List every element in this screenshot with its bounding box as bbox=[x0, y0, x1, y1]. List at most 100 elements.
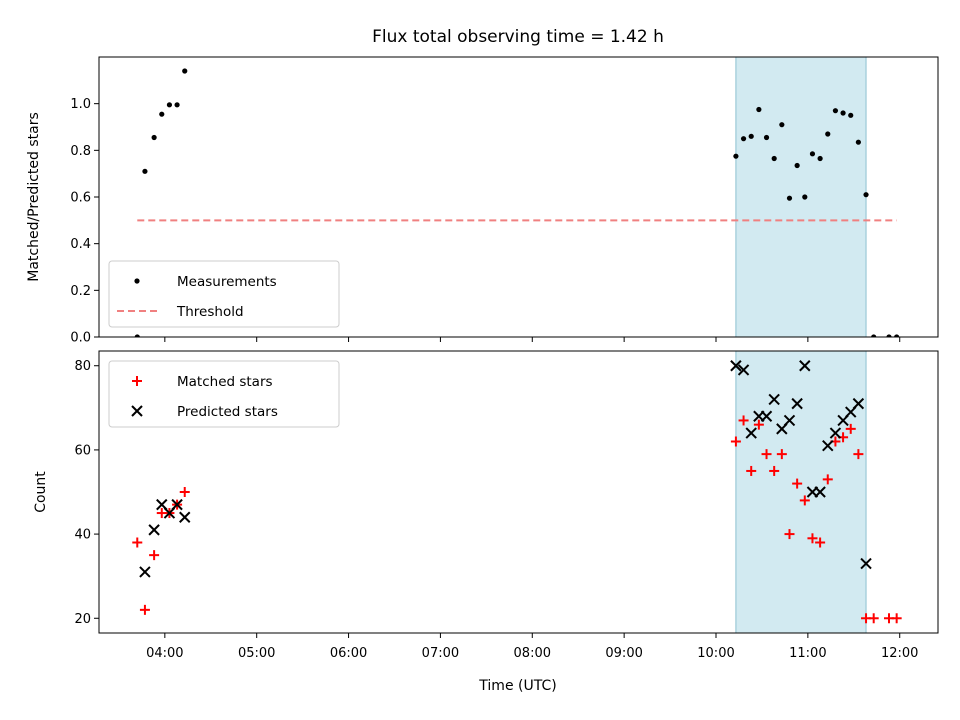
measurement-point bbox=[855, 139, 861, 145]
predicted-star-point bbox=[783, 414, 796, 427]
matched-star-point bbox=[753, 419, 764, 430]
measurement-point bbox=[817, 155, 823, 162]
predicted-star-point bbox=[829, 427, 842, 439]
predicted-star-point bbox=[814, 486, 826, 498]
x-tick-label: 09:00 bbox=[605, 646, 642, 661]
measurement-point bbox=[748, 133, 754, 139]
matched-star-point bbox=[769, 465, 780, 476]
measurement-point bbox=[832, 108, 839, 114]
measurement-point bbox=[142, 168, 148, 174]
matched-star-point bbox=[149, 550, 160, 561]
measurement-point bbox=[809, 151, 816, 157]
y-tick-label: 0.6 bbox=[70, 191, 91, 206]
matched-star-point bbox=[868, 613, 879, 624]
measurement-point bbox=[763, 134, 770, 141]
matched-star-point bbox=[815, 537, 826, 548]
legend: Measurements Threshold bbox=[108, 260, 340, 328]
ratio-panel: 0.0 0.2 0.4 0.6 0.8 1.0 Measurements Threshold bbox=[70, 56, 939, 346]
measurement-point bbox=[771, 155, 777, 162]
measurement-point bbox=[794, 162, 800, 169]
axes-frame bbox=[98, 350, 939, 634]
legend-label: Matched stars bbox=[177, 374, 273, 390]
x-tick-label: 06:00 bbox=[330, 646, 367, 661]
predicted-star-point bbox=[148, 524, 160, 536]
legend: Matched stars Predicted stars bbox=[108, 360, 340, 428]
x-tick-label: 08:00 bbox=[514, 646, 551, 661]
legend-label: Threshold bbox=[176, 304, 244, 320]
measurement-point bbox=[825, 131, 831, 137]
matched-star-point bbox=[139, 604, 150, 615]
matched-star-point bbox=[853, 449, 864, 460]
predicted-star-point bbox=[852, 397, 865, 410]
measurement-point bbox=[166, 102, 173, 108]
x-tick-label: 11:00 bbox=[789, 646, 826, 661]
figure-title: Flux total observing time = 1.42 h bbox=[372, 27, 664, 47]
measurement-point bbox=[756, 106, 762, 113]
measurement-point bbox=[151, 134, 157, 141]
x-axis-label: Time (UTC) bbox=[478, 678, 556, 694]
observing-window-span bbox=[735, 56, 867, 338]
measurement-point bbox=[802, 194, 808, 200]
legend-handle bbox=[131, 405, 143, 417]
matched-star-point bbox=[730, 436, 741, 447]
y-tick-label: 0.2 bbox=[70, 284, 91, 299]
predicted-star-point bbox=[822, 439, 834, 452]
top-y-axis-label: Matched/Predicted stars bbox=[26, 112, 42, 282]
measurement-point bbox=[894, 334, 900, 337]
predicted-star-point bbox=[171, 498, 183, 511]
predicted-star-point bbox=[791, 397, 803, 410]
x-tick-label: 12:00 bbox=[881, 646, 918, 661]
y-tick-label: 60 bbox=[74, 443, 91, 458]
predicted-star-point bbox=[768, 393, 780, 406]
measurement-point bbox=[848, 112, 854, 118]
x-tick-label: 10:00 bbox=[697, 646, 734, 661]
legend-handle bbox=[134, 278, 140, 284]
observing-window-span bbox=[735, 350, 867, 634]
legend-label: Measurements bbox=[177, 274, 277, 290]
predicted-star-point bbox=[730, 360, 742, 372]
matched-star-point bbox=[784, 529, 795, 540]
matched-star-point bbox=[807, 533, 818, 544]
legend-label: Predicted stars bbox=[177, 404, 278, 420]
matched-star-point bbox=[179, 487, 190, 497]
matched-star-point bbox=[761, 449, 772, 460]
matched-star-point bbox=[891, 613, 902, 624]
x-tick-label: 04:00 bbox=[146, 646, 183, 661]
count-panel: 20 40 60 80 04:00 05:00 06:00 07:00 08:00 09:00 10… bbox=[74, 350, 939, 661]
measurement-point bbox=[840, 110, 846, 116]
measurement-point bbox=[740, 136, 747, 142]
measurement-point bbox=[182, 68, 188, 74]
predicted-star-point bbox=[139, 566, 151, 578]
y-tick-label: 20 bbox=[74, 612, 91, 627]
y-tick-label: 40 bbox=[74, 528, 91, 543]
measurement-point bbox=[174, 102, 180, 108]
measurement-point bbox=[871, 334, 877, 337]
y-tick-label: 80 bbox=[74, 359, 91, 374]
bottom-y-axis-label: Count bbox=[33, 471, 49, 513]
measurement-point bbox=[134, 334, 140, 337]
y-tick-label: 1.0 bbox=[70, 97, 91, 112]
measurement-point bbox=[779, 122, 785, 128]
predicted-star-point bbox=[799, 360, 811, 372]
measurement-point bbox=[863, 192, 869, 198]
predicted-star-point bbox=[860, 557, 872, 570]
matched-star-point bbox=[132, 537, 143, 548]
x-tick-label: 07:00 bbox=[422, 646, 459, 661]
matched-star-point bbox=[746, 465, 757, 476]
x-tick-label: 05:00 bbox=[238, 646, 275, 661]
matched-star-point bbox=[738, 415, 749, 426]
measurement-point bbox=[786, 195, 793, 201]
predicted-star-point bbox=[760, 410, 773, 422]
predicted-star-point bbox=[179, 511, 191, 523]
predicted-star-point bbox=[745, 427, 757, 439]
matched-star-point bbox=[792, 478, 803, 489]
matched-star-point bbox=[776, 449, 787, 460]
predicted-star-point bbox=[737, 364, 750, 376]
matched-star-point bbox=[822, 474, 833, 485]
matched-star-point bbox=[845, 423, 856, 434]
y-tick-label: 0.8 bbox=[70, 144, 91, 159]
measurement-point bbox=[159, 111, 165, 117]
matched-star-point bbox=[799, 495, 810, 506]
y-tick-label: 0.0 bbox=[70, 331, 91, 346]
